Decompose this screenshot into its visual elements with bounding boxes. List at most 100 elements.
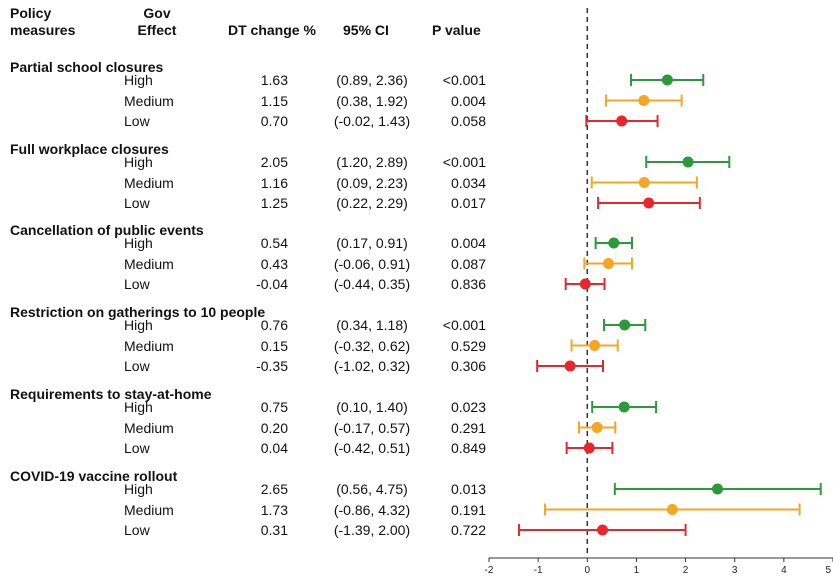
dt-change-value: 0.31	[260, 522, 288, 538]
effect-label: Medium	[124, 174, 174, 191]
header-policy: Policy measures	[10, 5, 75, 39]
ci-value: (-0.17, 0.57)	[333, 419, 411, 436]
dt-change-value: 1.63	[260, 72, 288, 88]
effect-label: Medium	[124, 92, 174, 109]
header-effect-line1: Gov	[143, 5, 171, 21]
forest-row-marks	[585, 115, 659, 127]
dt-change-value: 1.25	[260, 195, 288, 211]
x-tick-label: -2	[485, 565, 494, 576]
estimate-point	[564, 360, 576, 372]
ci-value: (0.10, 1.40)	[336, 399, 408, 415]
estimate-point	[608, 237, 620, 249]
effect-label: High	[124, 317, 153, 333]
forest-row-marks	[536, 360, 605, 372]
forest-row-marks	[602, 319, 647, 331]
header-ci: 95% CI	[343, 22, 389, 38]
p-value: 0.013	[450, 481, 486, 497]
p-value: 0.849	[450, 440, 486, 456]
forest-row-marks	[565, 442, 614, 454]
group-label: Partial school closures	[10, 59, 164, 75]
estimate-point	[579, 278, 591, 290]
dt-change-value: 2.65	[260, 481, 288, 497]
p-value: 0.722	[450, 522, 486, 538]
estimate-point	[661, 74, 673, 86]
group-label: Requirements to stay-at-home	[10, 386, 212, 402]
forest-row-marks	[597, 197, 701, 209]
dt-change-value: 0.43	[260, 255, 288, 272]
estimate-point	[666, 504, 678, 515]
ci-value: (1.20, 2.89)	[336, 154, 408, 170]
p-value: 0.004	[450, 235, 486, 251]
header-effect-line2: Effect	[137, 22, 177, 38]
effect-label: High	[124, 481, 153, 497]
x-tick-label: 1	[634, 565, 640, 576]
forest-row-marks	[583, 257, 634, 270]
p-value: 0.034	[450, 174, 486, 191]
dt-change-value: -0.04	[256, 276, 288, 292]
forest-row-marks	[564, 278, 606, 290]
estimate-point	[583, 442, 595, 454]
header-policy-line1: Policy	[10, 5, 52, 21]
forest-row-marks	[590, 176, 698, 189]
ci-value: (-0.44, 0.35)	[333, 276, 411, 292]
x-tick-label: 0	[585, 565, 591, 576]
ci-value: (-0.86, 4.32)	[333, 501, 411, 518]
ci-value: (-1.02, 0.32)	[333, 358, 411, 374]
ci-value: (0.22, 2.29)	[336, 195, 408, 211]
effect-label: High	[124, 72, 153, 88]
estimate-point	[619, 319, 631, 331]
p-value: 0.058	[450, 113, 486, 129]
dt-change-value: 1.16	[260, 174, 288, 191]
effect-label: High	[124, 154, 153, 170]
effect-label: High	[124, 235, 153, 251]
forest-row-marks	[577, 421, 617, 434]
dt-change-value: 0.76	[260, 317, 288, 333]
ci-value: (0.38, 1.92)	[336, 92, 408, 109]
estimate-point	[589, 340, 601, 351]
estimate-point	[616, 115, 628, 127]
forest-row-marks	[517, 524, 687, 536]
p-value: <0.001	[442, 317, 486, 333]
ci-value: (-0.02, 1.43)	[333, 113, 411, 129]
ci-value: (0.34, 1.18)	[336, 317, 408, 333]
forest-row-marks	[604, 94, 683, 107]
dt-change-value: 1.15	[260, 92, 288, 109]
forest-row-marks	[544, 503, 801, 516]
effect-label: Medium	[124, 255, 174, 272]
x-tick-label: 4	[781, 565, 787, 576]
group-label: COVID-19 vaccine rollout	[10, 468, 178, 484]
dt-change-value: 0.15	[260, 337, 288, 354]
p-value: 0.087	[450, 255, 486, 272]
ci-value: (-0.32, 0.62)	[333, 337, 411, 354]
effect-label: Low	[124, 522, 150, 538]
effect-label: Low	[124, 440, 150, 456]
dt-change-value: 0.20	[260, 419, 288, 436]
estimate-point	[643, 197, 655, 209]
dt-change-value: 0.75	[260, 399, 288, 415]
forest-row-marks	[645, 156, 731, 168]
p-value: 0.023	[450, 399, 486, 415]
header-dt-change: DT change %	[228, 22, 316, 38]
dt-change-value: -0.35	[256, 358, 288, 374]
dt-change-value: 1.73	[260, 501, 288, 518]
forest-row-marks	[570, 339, 619, 352]
p-value: 0.004	[450, 92, 486, 109]
estimate-point	[597, 524, 609, 536]
p-value: 0.529	[450, 337, 486, 354]
group-label: Restriction on gatherings to 10 people	[10, 304, 266, 320]
effect-label: Medium	[124, 501, 174, 518]
ci-value: (0.89, 2.36)	[336, 72, 408, 88]
effect-label: Medium	[124, 419, 174, 436]
effect-label: Low	[124, 113, 150, 129]
dt-change-value: 0.04	[260, 440, 288, 456]
estimate-point	[591, 422, 603, 433]
x-tick-label: 2	[683, 565, 689, 576]
forest-row-marks	[591, 401, 658, 413]
p-value: <0.001	[442, 154, 486, 170]
header-p-value: P value	[432, 22, 481, 38]
ci-value: (-0.42, 0.51)	[333, 440, 411, 456]
group-label: Full workplace closures	[10, 141, 169, 157]
effect-label: High	[124, 399, 153, 415]
ci-value: (0.56, 4.75)	[336, 481, 408, 497]
p-value: 0.836	[450, 276, 486, 292]
